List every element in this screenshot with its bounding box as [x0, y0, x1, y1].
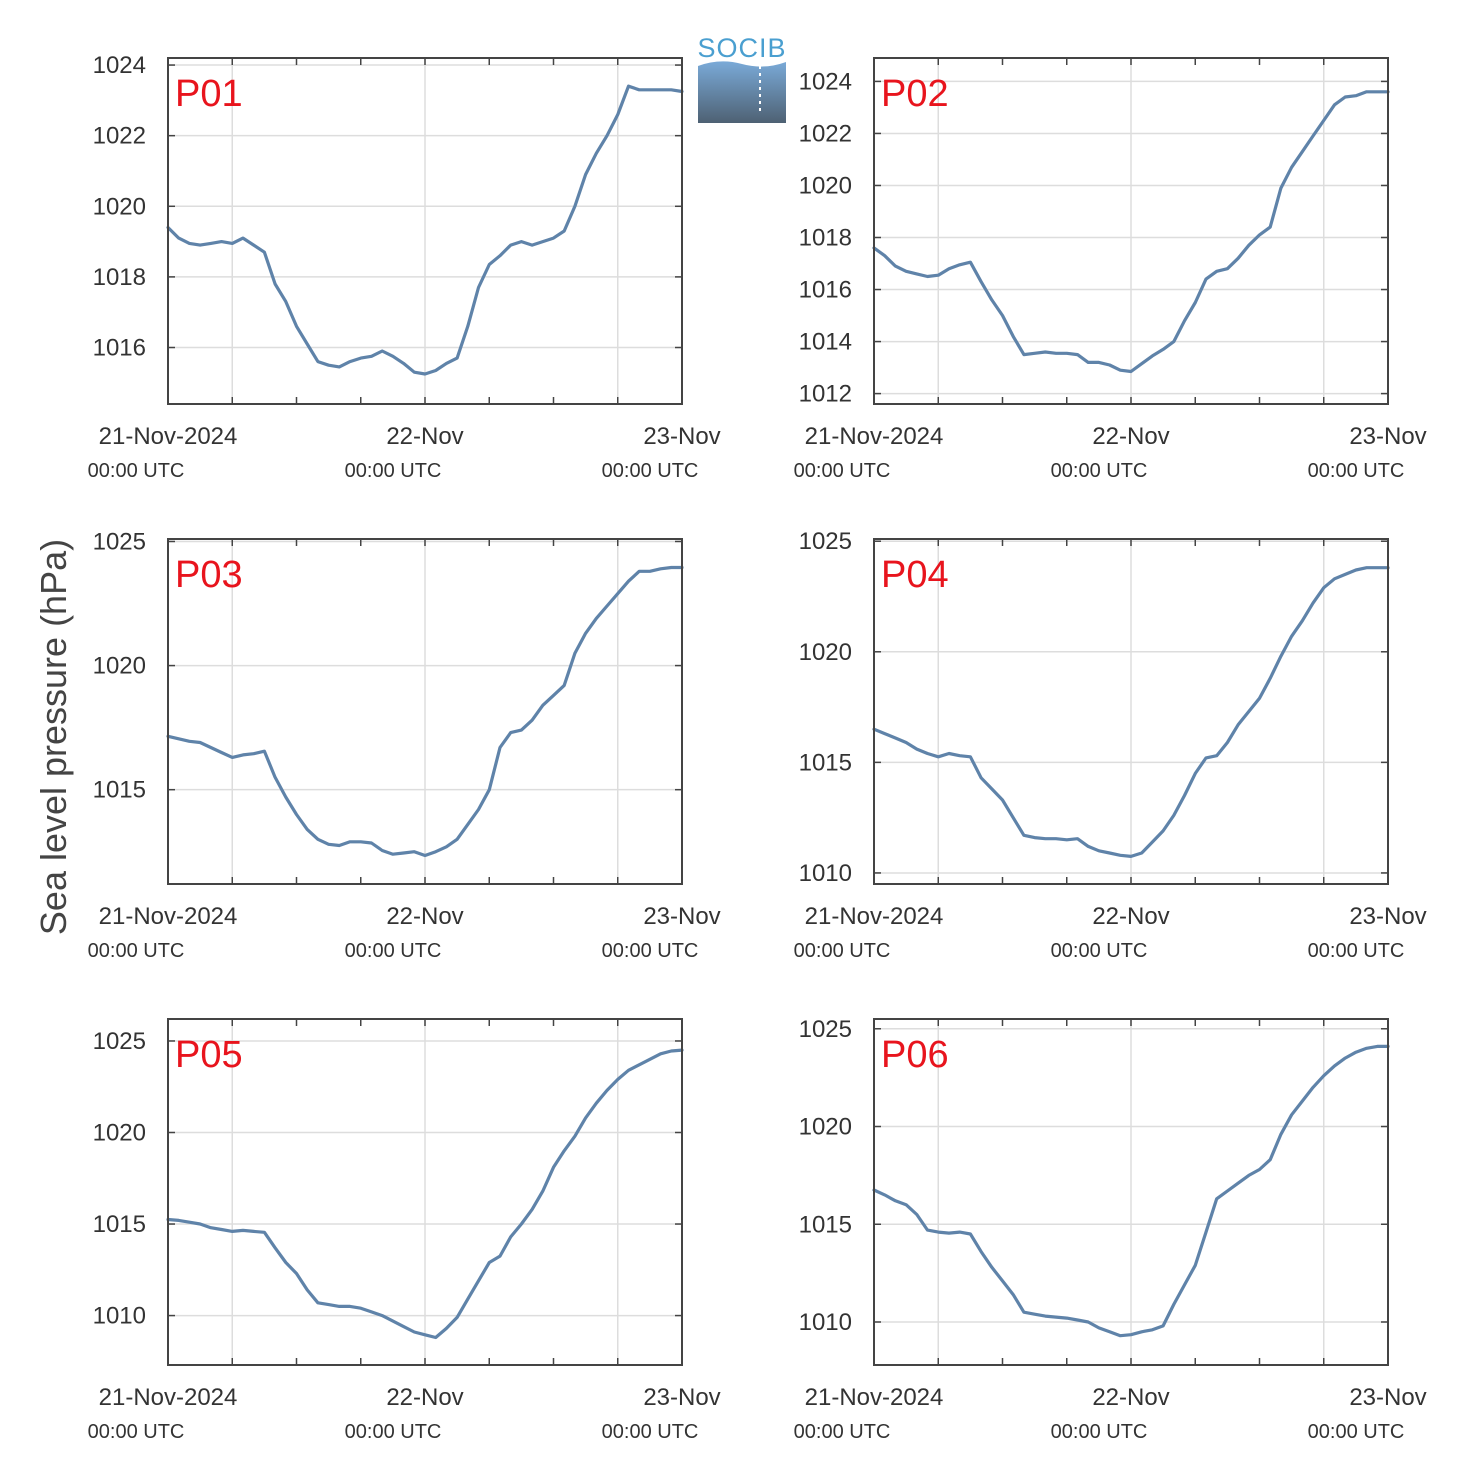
x-tick-time-label: 00:00 UTC: [794, 1421, 891, 1443]
y-tick-label: 1022: [93, 123, 146, 150]
pressure-series-line: [166, 565, 684, 858]
socib-logo-wave-icon: [698, 61, 786, 123]
x-tick-time-label: 00:00 UTC: [794, 940, 891, 962]
x-tick-time-label: 00:00 UTC: [1308, 460, 1405, 482]
x-tick-date-label: 23-Nov: [1349, 1384, 1426, 1411]
x-tick-time-label: 00:00 UTC: [602, 1421, 699, 1443]
panel-p05: 1010 1015 1020 1025 21-Nov-2024 00:00 UTC 22-N…: [88, 1018, 721, 1443]
y-tick-label: 1015: [799, 749, 852, 776]
panel-p03: 1015 1020 1025 21-Nov-2024 00:00 UTC 22-Nov 00…: [88, 528, 721, 962]
y-tick-label: 1020: [93, 193, 146, 220]
x-tick-time-label: 00:00 UTC: [602, 460, 699, 482]
plot-frame: [873, 57, 1389, 405]
panel-p01: 1016 1018 1020 1022 1024 21-Nov-2024 00:00 UTC…: [88, 52, 721, 482]
x-tick-time-label: 00:00 UTC: [1308, 1421, 1405, 1443]
panels: 1016 1018 1020 1022 1024 21-Nov-2024 00:00 UTC…: [88, 52, 1427, 1443]
socib-logo-text: SOCIB: [697, 33, 786, 63]
x-tick-time-label: 00:00 UTC: [345, 460, 442, 482]
x-tick-time-label: 00:00 UTC: [602, 940, 699, 962]
panel-station-label: P04: [881, 554, 949, 596]
x-tick-date-label: 21-Nov-2024: [99, 423, 238, 450]
y-tick-label: 1015: [93, 777, 146, 804]
y-tick-label: 1020: [93, 653, 146, 680]
y-tick-label: 1025: [799, 528, 852, 555]
panel-p06: 1010 1015 1020 1025 21-Nov-2024 00:00 UTC 22-N…: [794, 1016, 1427, 1443]
x-tick-date-label: 21-Nov-2024: [805, 1384, 944, 1411]
y-tick-label: 1010: [93, 1303, 146, 1330]
pressure-series-line: [872, 90, 1390, 374]
y-tick-label: 1016: [93, 335, 146, 362]
y-tick-label: 1020: [93, 1120, 146, 1147]
y-tick-label: 1015: [799, 1211, 852, 1238]
x-tick-date-label: 23-Nov: [643, 903, 720, 930]
x-tick-date-label: 21-Nov-2024: [99, 903, 238, 930]
x-tick-date-label: 21-Nov-2024: [99, 1384, 238, 1411]
pressure-series-line: [872, 566, 1390, 859]
x-tick-date-label: 21-Nov-2024: [805, 903, 944, 930]
x-tick-time-label: 00:00 UTC: [794, 460, 891, 482]
x-tick-date-label: 22-Nov: [1092, 423, 1169, 450]
pressure-series-line: [872, 1044, 1390, 1338]
x-tick-time-label: 00:00 UTC: [88, 460, 185, 482]
panel-station-label: P05: [175, 1034, 243, 1076]
panel-station-label: P01: [175, 73, 243, 115]
plot-frame: [167, 1018, 683, 1366]
panel-station-label: P06: [881, 1034, 949, 1076]
x-tick-time-label: 00:00 UTC: [1051, 1421, 1148, 1443]
x-tick-date-label: 22-Nov: [1092, 1384, 1169, 1411]
x-tick-time-label: 00:00 UTC: [88, 1421, 185, 1443]
y-tick-label: 1014: [799, 329, 852, 356]
y-tick-label: 1024: [799, 68, 852, 95]
y-tick-label: 1018: [93, 264, 146, 291]
panel-station-label: P02: [881, 73, 949, 115]
panel-station-label: P03: [175, 554, 243, 596]
y-axis-title: Sea level pressure (hPa): [33, 539, 74, 935]
y-tick-label: 1022: [799, 120, 852, 147]
x-tick-date-label: 22-Nov: [386, 423, 463, 450]
y-tick-label: 1024: [93, 52, 146, 79]
x-tick-date-label: 22-Nov: [1092, 903, 1169, 930]
x-tick-time-label: 00:00 UTC: [1051, 940, 1148, 962]
pressure-series-line: [166, 1048, 684, 1340]
y-tick-label: 1020: [799, 639, 852, 666]
plot-frame: [167, 57, 683, 405]
x-tick-time-label: 00:00 UTC: [1308, 940, 1405, 962]
x-tick-date-label: 23-Nov: [643, 1384, 720, 1411]
y-tick-label: 1018: [799, 225, 852, 252]
x-tick-date-label: 23-Nov: [1349, 903, 1426, 930]
plot-frame: [873, 1018, 1389, 1366]
panel-p02: 1012 1014 1016 1018 1020 1022 1024 21-Nov-2024 0…: [794, 57, 1427, 482]
y-tick-label: 1012: [799, 381, 852, 408]
x-tick-date-label: 23-Nov: [1349, 423, 1426, 450]
y-tick-label: 1020: [799, 1114, 852, 1141]
y-tick-label: 1025: [93, 528, 146, 555]
x-tick-date-label: 22-Nov: [386, 903, 463, 930]
x-tick-time-label: 00:00 UTC: [88, 940, 185, 962]
y-tick-label: 1020: [799, 172, 852, 199]
panel-p04: 1010 1015 1020 1025 21-Nov-2024 00:00 UTC 22-N…: [794, 528, 1427, 962]
x-tick-time-label: 00:00 UTC: [345, 1421, 442, 1443]
x-tick-date-label: 22-Nov: [386, 1384, 463, 1411]
pressure-series-line: [166, 84, 684, 376]
x-tick-time-label: 00:00 UTC: [1051, 460, 1148, 482]
x-tick-time-label: 00:00 UTC: [345, 940, 442, 962]
y-tick-label: 1016: [799, 277, 852, 304]
y-tick-label: 1015: [93, 1211, 146, 1238]
y-tick-label: 1010: [799, 860, 852, 887]
plot-frame: [167, 538, 683, 885]
x-tick-date-label: 21-Nov-2024: [805, 423, 944, 450]
y-tick-label: 1025: [799, 1016, 852, 1043]
y-tick-label: 1025: [93, 1028, 146, 1055]
plot-frame: [873, 538, 1389, 885]
x-tick-date-label: 23-Nov: [643, 423, 720, 450]
y-tick-label: 1010: [799, 1309, 852, 1336]
socib-logo: SOCIB: [697, 33, 786, 123]
